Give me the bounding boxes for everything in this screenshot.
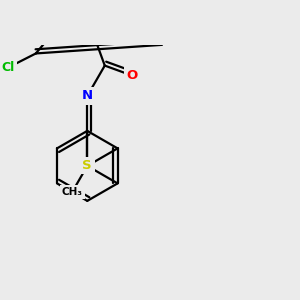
Text: S: S bbox=[82, 159, 92, 172]
Text: N: N bbox=[82, 89, 93, 102]
Text: N: N bbox=[82, 159, 93, 172]
Text: O: O bbox=[126, 69, 137, 82]
Text: CH₃: CH₃ bbox=[62, 187, 83, 196]
Text: Cl: Cl bbox=[2, 61, 15, 74]
